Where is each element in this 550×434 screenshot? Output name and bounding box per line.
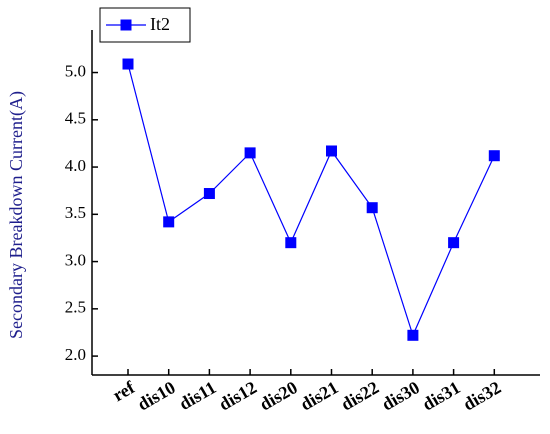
y-tick-label: 3.5 bbox=[65, 203, 86, 222]
x-tick-label: dis31 bbox=[419, 377, 464, 414]
y-axis-label: Secondary Breakdown Current(A) bbox=[6, 91, 27, 339]
y-tick-label: 2.0 bbox=[65, 345, 86, 364]
x-tick-label: dis32 bbox=[460, 377, 505, 414]
marker bbox=[163, 216, 175, 228]
y-tick-label: 2.5 bbox=[65, 298, 86, 317]
x-tick-label: dis22 bbox=[338, 377, 383, 414]
y-tick-label: 4.5 bbox=[65, 109, 86, 128]
marker bbox=[366, 202, 378, 214]
series-line bbox=[127, 63, 495, 337]
marker bbox=[326, 145, 337, 157]
x-tick-label: dis12 bbox=[215, 377, 260, 414]
y-tick-label: 3.0 bbox=[65, 250, 86, 269]
legend-marker bbox=[120, 19, 132, 31]
marker bbox=[285, 237, 297, 249]
legend-label: It2 bbox=[150, 14, 170, 34]
x-tick-label: dis10 bbox=[134, 377, 179, 414]
x-tick-label: dis21 bbox=[297, 377, 342, 414]
marker bbox=[407, 329, 419, 341]
marker bbox=[122, 58, 134, 70]
x-tick-label: ref bbox=[109, 377, 139, 406]
y-tick-label: 4.0 bbox=[65, 156, 86, 175]
y-tick-label: 5.0 bbox=[65, 61, 86, 80]
marker bbox=[448, 237, 460, 249]
x-tick-label: dis11 bbox=[176, 377, 220, 414]
marker bbox=[203, 188, 215, 200]
x-tick-label: dis30 bbox=[378, 377, 423, 414]
x-tick-label: dis20 bbox=[256, 377, 301, 414]
marker bbox=[488, 150, 500, 162]
marker bbox=[244, 147, 256, 159]
